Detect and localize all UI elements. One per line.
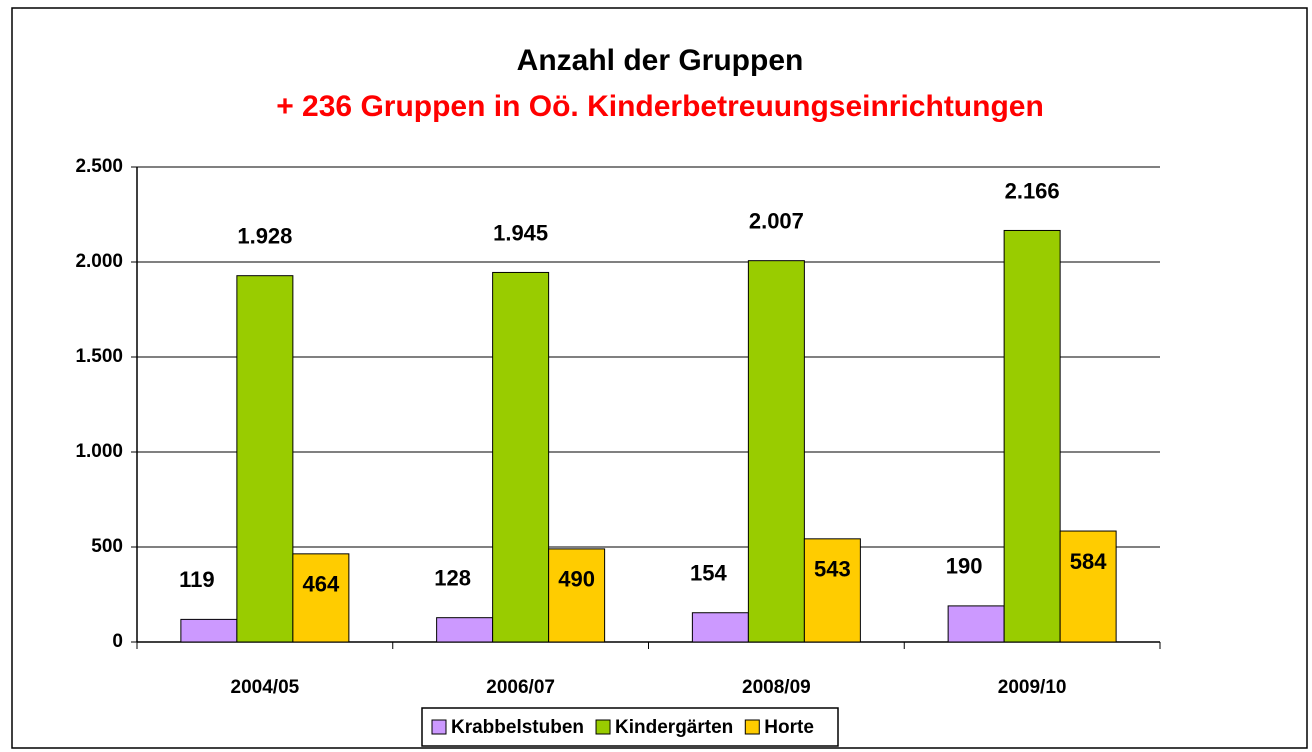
y-tick-label: 2.000: [75, 251, 123, 272]
data-label: 2.007: [749, 208, 804, 233]
data-label: 490: [558, 567, 595, 592]
chart-subtitle: + 236 Gruppen in Oö. Kinderbetreuungsein…: [276, 90, 1044, 123]
bar: [548, 548, 606, 643]
data-label: 464: [303, 572, 340, 597]
bar: [1003, 229, 1061, 643]
data-label: 154: [690, 561, 727, 586]
legend-label: Horte: [764, 717, 814, 738]
data-label: 119: [179, 567, 215, 592]
legend-swatch: [595, 719, 611, 735]
y-tick-label: 0: [112, 631, 123, 652]
bar: [747, 260, 805, 643]
y-tick-label: 1.000: [75, 441, 123, 462]
y-tick-label: 2.500: [75, 156, 123, 177]
bar: [803, 538, 861, 643]
bar: [292, 553, 350, 643]
data-label: 1.945: [493, 220, 548, 245]
legend-swatch: [744, 719, 760, 735]
legend-swatch: [431, 719, 447, 735]
data-label: 543: [814, 557, 851, 582]
x-tick-label: 2004/05: [231, 677, 300, 698]
bar: [436, 617, 494, 643]
bar: [236, 275, 294, 643]
y-tick-label: 500: [91, 536, 123, 557]
legend-box: [421, 707, 839, 747]
x-tick-label: 2009/10: [998, 677, 1067, 698]
data-label: 584: [1070, 549, 1107, 574]
legend-label: Krabbelstuben: [451, 717, 584, 738]
bar: [947, 605, 1005, 643]
bar: [180, 618, 238, 643]
x-tick-label: 2008/09: [742, 677, 811, 698]
legend-label: Kindergärten: [615, 717, 733, 738]
data-label: 190: [946, 554, 983, 579]
chart-title: Anzahl der Gruppen: [517, 44, 804, 77]
y-tick-label: 1.500: [75, 346, 123, 367]
bar: [1059, 530, 1117, 643]
bar: [492, 271, 550, 643]
x-tick-label: 2006/07: [486, 677, 555, 698]
data-label: 2.166: [1005, 178, 1060, 203]
bar: [691, 612, 749, 643]
data-label: 1.928: [237, 223, 292, 248]
data-label: 128: [434, 565, 471, 590]
